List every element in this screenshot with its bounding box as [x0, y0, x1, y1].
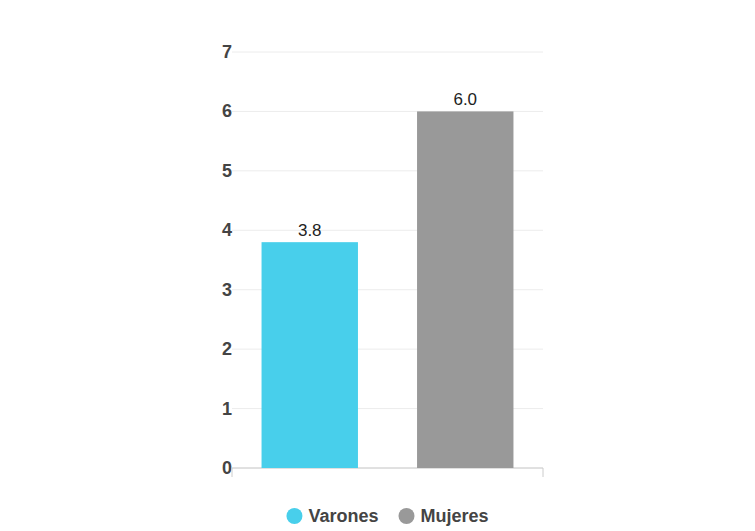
bar: [417, 111, 513, 468]
legend-item: Mujeres: [399, 506, 489, 526]
chart-container: 0 1 2 3 4 5 6 7 3.8 6.0 Varones Mujeres: [0, 0, 755, 531]
x-axis-tick: [543, 468, 544, 477]
y-tick-label: 7: [222, 42, 232, 62]
y-tick-label: 3: [222, 280, 232, 300]
y-tick-label: 5: [222, 161, 232, 181]
legend-label: Varones: [308, 506, 378, 526]
bar: [262, 242, 358, 468]
data-label: 3.8: [298, 221, 322, 240]
chart: 0 1 2 3 4 5 6 7 3.8 6.0 Varones Mujeres: [0, 0, 755, 531]
legend-label: Mujeres: [421, 506, 489, 526]
legend: Varones Mujeres: [286, 506, 488, 526]
y-tick-label: 1: [222, 399, 232, 419]
legend-swatch: [286, 508, 302, 524]
x-axis-tick: [232, 468, 233, 477]
y-tick-label: 4: [222, 220, 232, 240]
grid-line: [232, 52, 543, 53]
y-tick-label: 0: [222, 458, 232, 478]
y-tick-label: 6: [222, 101, 232, 121]
legend-swatch: [399, 508, 415, 524]
grid: [232, 52, 543, 468]
bars: [262, 111, 514, 468]
legend-item: Varones: [286, 506, 378, 526]
data-label: 6.0: [453, 90, 477, 109]
y-tick-label: 2: [222, 339, 232, 359]
